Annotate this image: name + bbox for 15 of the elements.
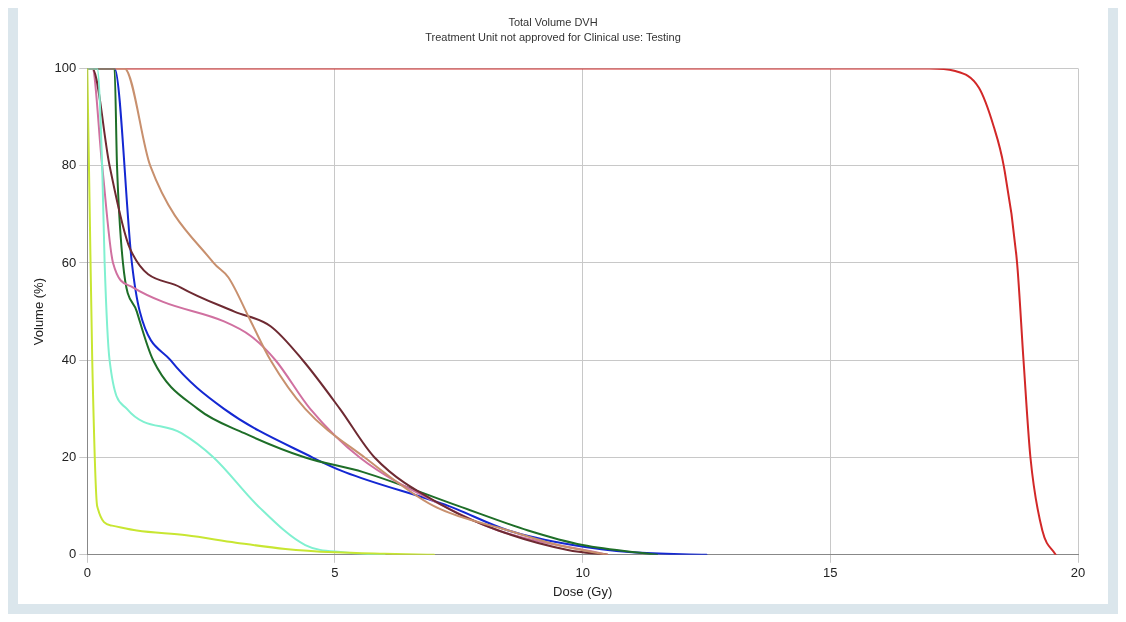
y-tick-label: 20 — [61, 449, 77, 465]
y-tick-label: 80 — [61, 157, 77, 173]
y-tick-label: 0 — [69, 546, 77, 562]
y-tick-label: 100 — [54, 59, 77, 75]
chart-title: Total Volume DVH — [508, 15, 598, 28]
y-tick-label: 40 — [61, 351, 77, 367]
y-tick-label: 60 — [61, 254, 77, 270]
x-tick-label: 5 — [331, 565, 339, 581]
x-axis-title: Dose (Gy) — [553, 583, 613, 599]
y-axis-title: Volume (%) — [31, 278, 47, 346]
x-tick-label: 10 — [575, 565, 590, 581]
chart-subtitle: Treatment Unit not approved for Clinical use: Testing — [425, 30, 681, 43]
x-tick-label: 20 — [1070, 565, 1086, 581]
x-tick-label: 15 — [823, 565, 838, 581]
x-tick-label: 0 — [83, 565, 91, 581]
